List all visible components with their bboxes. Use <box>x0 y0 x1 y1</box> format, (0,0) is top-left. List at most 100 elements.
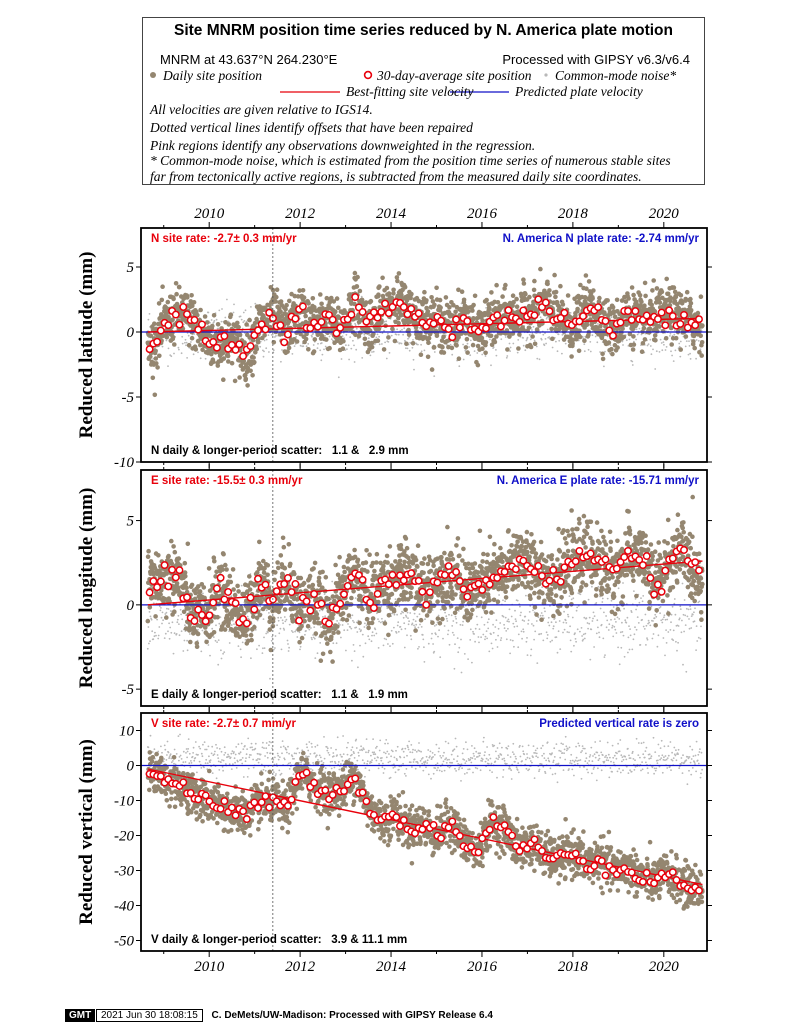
common-mode-point <box>294 630 296 633</box>
daily-point <box>273 299 278 304</box>
average-point <box>291 314 300 323</box>
common-mode-point <box>237 645 240 647</box>
daily-point <box>331 299 337 304</box>
daily-point <box>165 299 171 305</box>
daily-point <box>257 539 262 545</box>
common-mode-point <box>524 349 527 352</box>
common-mode-point <box>559 648 562 650</box>
daily-point <box>329 295 334 301</box>
common-mode-point <box>179 608 182 611</box>
common-mode-point <box>595 602 598 604</box>
average-point <box>265 308 274 317</box>
common-mode-point <box>536 357 539 360</box>
average-point <box>261 325 270 334</box>
common-mode-point <box>405 614 407 617</box>
daily-point <box>333 309 338 314</box>
daily-point <box>438 305 443 310</box>
common-mode-point <box>375 632 378 635</box>
daily-point <box>229 360 235 366</box>
daily-points <box>145 494 705 664</box>
daily-point <box>582 295 588 300</box>
common-mode-point <box>522 337 525 339</box>
common-mode-point <box>147 318 150 321</box>
average-point <box>646 317 655 326</box>
common-mode-point <box>350 627 353 630</box>
common-mode-point <box>459 591 461 594</box>
average-point <box>545 307 554 316</box>
common-mode-point <box>484 635 487 638</box>
average-point <box>246 342 255 351</box>
daily-point <box>359 297 365 303</box>
daily-point <box>654 328 660 334</box>
daily-point <box>465 350 470 355</box>
common-mode-point <box>240 656 243 659</box>
average-point <box>448 333 457 342</box>
common-mode-point <box>690 627 693 629</box>
daily-point <box>570 337 576 343</box>
common-mode-point <box>651 637 654 640</box>
daily-point <box>166 553 171 559</box>
common-mode-point <box>169 354 172 356</box>
common-mode-point <box>605 626 608 629</box>
common-mode-point <box>443 625 446 627</box>
common-mode-point <box>489 338 491 341</box>
daily-point <box>531 287 537 293</box>
daily-point <box>182 570 188 575</box>
common-mode-point <box>604 654 606 656</box>
daily-point <box>527 294 532 300</box>
common-mode-point <box>490 364 492 367</box>
common-mode-point <box>417 647 419 650</box>
y-tick-label: -5 <box>122 390 135 406</box>
daily-point <box>471 316 476 321</box>
common-mode-point <box>361 633 364 636</box>
common-mode-point <box>629 628 631 630</box>
common-mode-point <box>280 616 282 619</box>
common-mode-point <box>156 618 159 621</box>
average-point <box>369 308 378 317</box>
average-point <box>653 315 662 324</box>
common-mode-point <box>607 629 610 631</box>
common-mode-point <box>197 351 199 354</box>
common-mode-point <box>324 615 326 618</box>
daily-point <box>212 606 217 611</box>
common-mode-point <box>513 645 515 648</box>
common-mode-point <box>475 615 478 618</box>
common-mode-point <box>299 344 302 347</box>
common-mode-point <box>155 634 157 637</box>
common-mode-point <box>365 624 368 626</box>
daily-point <box>418 352 424 358</box>
common-mode-point <box>573 644 575 647</box>
common-mode-point <box>689 358 692 360</box>
daily-point <box>210 323 215 329</box>
common-mode-point <box>460 671 463 674</box>
common-mode-point <box>619 631 622 634</box>
daily-point <box>352 270 358 276</box>
common-mode-point <box>507 627 509 630</box>
common-mode-point <box>552 627 555 630</box>
common-mode-point <box>185 341 188 344</box>
common-mode-point <box>233 303 235 306</box>
common-mode-point <box>508 342 511 345</box>
daily-point <box>671 285 677 290</box>
daily-point <box>484 297 489 303</box>
x-tick-label-top: 2012 <box>285 206 316 222</box>
common-mode-point <box>412 358 415 361</box>
daily-point <box>451 302 456 308</box>
common-mode-point <box>618 618 621 620</box>
common-mode-point <box>360 295 363 298</box>
common-mode-point <box>175 633 178 635</box>
common-mode-point <box>319 642 322 644</box>
common-mode-point <box>230 624 233 626</box>
common-mode-point <box>411 346 414 349</box>
common-mode-point <box>685 607 688 610</box>
daily-point <box>516 346 521 351</box>
daily-point <box>252 320 258 326</box>
daily-point <box>642 337 648 342</box>
average-point <box>328 315 337 324</box>
daily-point <box>222 627 228 632</box>
common-mode-point <box>648 621 651 624</box>
average-point <box>601 317 610 325</box>
common-mode-point <box>585 617 588 620</box>
daily-point <box>434 285 439 291</box>
